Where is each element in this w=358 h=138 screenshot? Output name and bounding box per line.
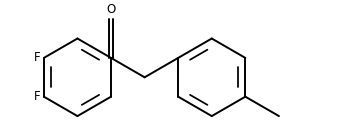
- Text: F: F: [34, 51, 40, 64]
- Text: F: F: [34, 90, 40, 103]
- Text: O: O: [106, 3, 116, 16]
